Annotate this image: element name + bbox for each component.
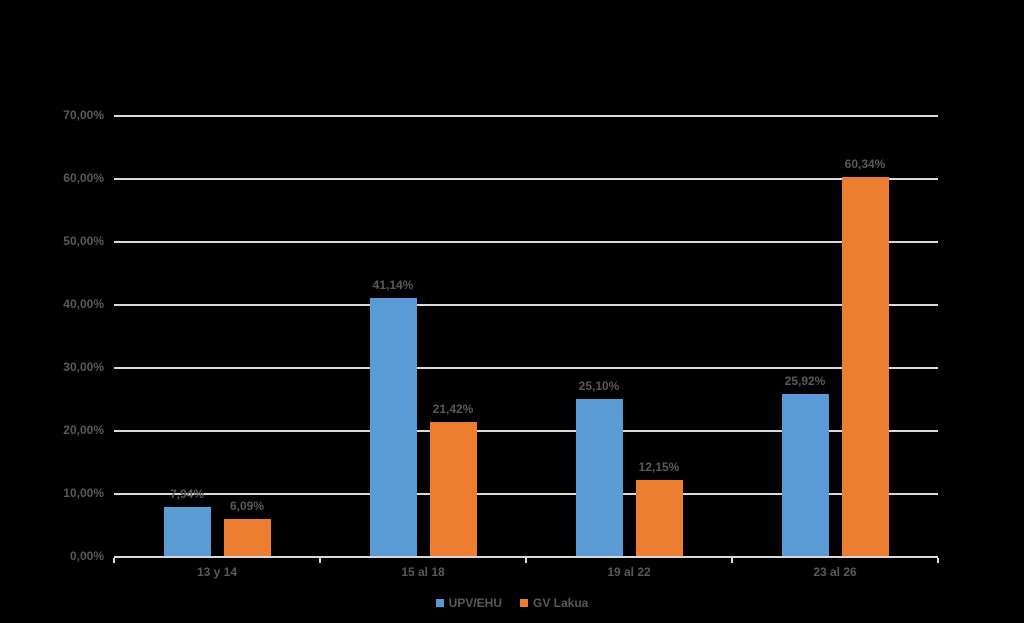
y-axis-label: 70,00% [63,108,104,122]
gridline [114,493,938,495]
legend-item-gv-lakua: GV Lakua [519,596,589,610]
legend-item-upv-ehu: UPV/EHU [435,596,502,610]
data-label: 21,42% [432,402,474,417]
bar-upv-ehu-1 [163,506,211,557]
legend-swatch-icon [519,599,528,607]
x-axis-label: 19 al 22 [607,565,651,579]
bar-upv-ehu-2 [369,297,417,557]
x-axis-tick [113,558,115,563]
legend-label: GV Lakua [532,596,589,610]
bar-upv-ehu-4 [781,393,829,557]
bar-upv-ehu-3 [575,398,623,557]
data-label: 12,15% [638,460,680,475]
y-axis-label: 40,00% [63,297,104,311]
bar-gv-lakua-4 [841,176,889,557]
y-axis-label: 20,00% [63,423,104,437]
bar-gv-lakua-1 [223,518,271,557]
gridline [114,367,938,369]
data-label: 60,34% [844,156,886,171]
gridline [114,304,938,306]
gridline [114,241,938,243]
legend: UPV/EHU GV Lakua [0,594,1024,612]
data-label: 41,14% [372,277,414,292]
bar-gv-lakua-3 [635,480,683,557]
data-label: 25,92% [784,373,826,388]
x-axis-tick [731,558,733,563]
legend-label: UPV/EHU [448,596,502,610]
x-axis-tick [937,558,939,563]
x-axis-label: 13 y 14 [196,565,238,579]
x-axis-label: 15 al 18 [401,565,445,579]
x-axis-tick [525,558,527,563]
y-axis-label: 10,00% [63,486,104,500]
bar-gv-lakua-2 [429,422,477,557]
y-axis-label: 30,00% [63,360,104,374]
data-label: 7,94% [169,486,205,501]
x-axis-tick [319,558,321,563]
gridline [114,115,938,117]
data-label: 6,09% [229,498,265,513]
data-label: 25,10% [578,378,620,393]
gridline [114,178,938,180]
legend-swatch-icon [435,599,444,607]
gridline [114,430,938,432]
y-axis-label: 60,00% [63,171,104,185]
x-axis-label: 23 al 26 [813,565,857,579]
y-axis-label: 0,00% [69,549,104,563]
y-axis-label: 50,00% [63,234,104,248]
x-axis-line [114,556,938,558]
